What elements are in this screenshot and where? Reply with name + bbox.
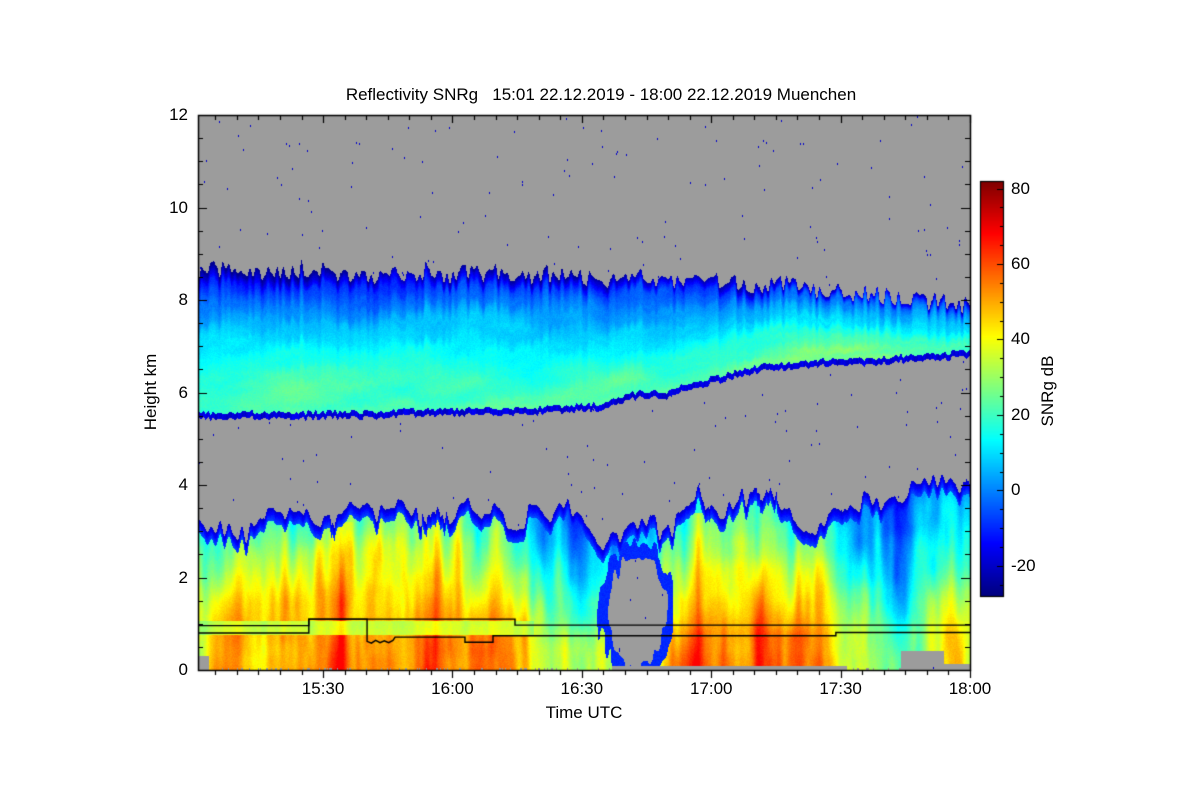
x-axis-label: Time UTC	[545, 703, 623, 722]
x-tick-label: 18:00	[948, 679, 992, 698]
x-tick-label: 17:00	[689, 679, 733, 698]
colorbar-tick-label: 40	[1011, 329, 1030, 349]
y-tick-label: 12	[169, 105, 188, 124]
colorbar-tick-label: 80	[1011, 178, 1030, 198]
colorbar-tick-label: -20	[1011, 555, 1036, 575]
colorbar-tick-label: 20	[1011, 404, 1030, 424]
y-tick-label: 4	[178, 475, 188, 494]
x-tick-label: 15:30	[301, 679, 345, 698]
x-tick-label: 16:00	[431, 679, 474, 698]
y-tick-label: 6	[178, 382, 188, 402]
chart-title: Reflectivity SNRg 15:01 22.12.2019 - 18:…	[345, 85, 857, 104]
x-tick-label: 16:30	[560, 679, 604, 698]
y-tick-label: 8	[178, 290, 188, 309]
x-tick-label: 17:30	[819, 679, 862, 698]
y-tick-label: 2	[178, 567, 188, 587]
y-tick-label: 0	[178, 660, 188, 679]
y-tick-label: 10	[169, 197, 188, 217]
colorbar-tick-label: 0	[1011, 480, 1021, 500]
colorbar-tick-label: 60	[1011, 254, 1030, 273]
